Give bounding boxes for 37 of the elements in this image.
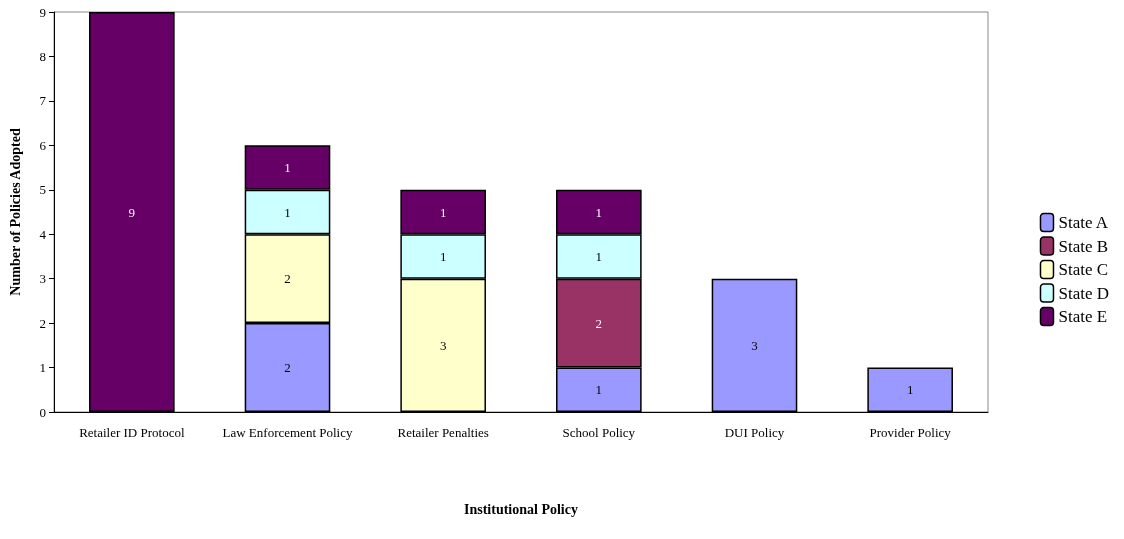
x-tick-label: Retailer ID Protocol	[79, 425, 185, 440]
y-axis-title: Number of Policies Adopted	[7, 128, 23, 296]
data-label: 1	[284, 160, 291, 176]
data-label: 2	[284, 360, 291, 376]
legend-label: State E	[1058, 307, 1108, 326]
x-tick-label: Retailer Penalties	[397, 425, 489, 440]
y-tick-label: 5	[39, 182, 46, 198]
y-tick-label: 1	[39, 360, 46, 376]
x-tick-label: School Policy	[562, 425, 636, 440]
data-label: 1	[595, 382, 603, 398]
legend-label: State A	[1058, 213, 1109, 232]
legend-label: State D	[1058, 283, 1110, 303]
data-label: 9	[128, 204, 136, 220]
data-label: 1	[595, 204, 603, 220]
legend-label: State C	[1058, 260, 1109, 279]
data-label: 1	[284, 204, 291, 220]
data-label: 1	[906, 382, 914, 398]
y-tick-label: 4	[39, 226, 47, 242]
x-tick-label: Law Enforcement Policy	[222, 425, 353, 440]
y-tick-label: 2	[39, 315, 46, 331]
y-tick-label: 9	[39, 4, 46, 20]
y-tick-label: 8	[39, 48, 46, 64]
y-tick-label: 7	[39, 93, 47, 109]
y-tick-label: 3	[39, 271, 46, 287]
data-label: 1	[439, 204, 447, 220]
legend-label: State B	[1058, 236, 1109, 256]
x-tick-label: Provider Policy	[869, 425, 952, 440]
data-label: 3	[439, 337, 447, 353]
data-label: 3	[751, 337, 758, 353]
x-axis-title: Institutional Policy	[464, 501, 578, 517]
data-label: 1	[595, 248, 603, 264]
y-tick-label: 0	[39, 404, 46, 420]
y-tick-label: 6	[39, 137, 47, 153]
data-label: 1	[439, 248, 447, 264]
data-label: 2	[595, 315, 603, 331]
data-label: 2	[284, 271, 291, 287]
x-tick-label: DUI Policy	[724, 425, 785, 440]
